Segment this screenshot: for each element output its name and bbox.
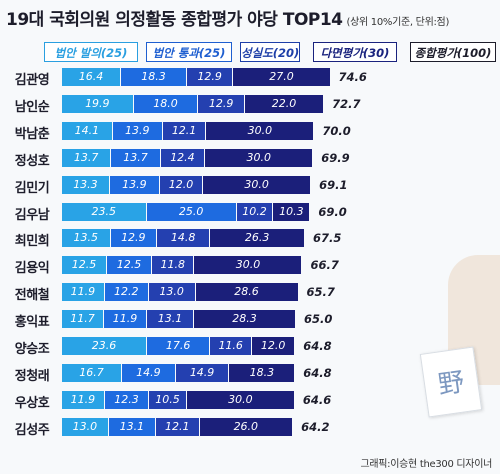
bar-segment: 13.9 xyxy=(109,175,159,194)
bar-segment: 30.0 xyxy=(203,175,311,194)
category-label: 정청래 xyxy=(14,368,50,384)
bar-segment: 13.1 xyxy=(146,310,194,329)
bar-segment: 30.0 xyxy=(206,121,314,140)
bar-segment: 11.8 xyxy=(152,256,194,275)
bar-segment: 13.7 xyxy=(62,148,111,167)
bar-segment: 17.6 xyxy=(146,337,210,355)
bar-segment: 12.0 xyxy=(159,175,203,194)
category-label: 남인순 xyxy=(14,99,50,115)
bar-segment: 12.5 xyxy=(107,256,151,275)
bar-segment: 11.9 xyxy=(62,390,104,409)
total-label: 69.0 xyxy=(318,204,347,219)
category-label: 김용익 xyxy=(14,261,50,277)
bar-segment: 22.0 xyxy=(244,94,324,113)
stacked-bar-chart: 김관영 16.4 18.3 12.9 27.0 74.6 남인순 19.9 18.0 12.9 22… xyxy=(0,66,500,446)
total-label: 66.7 xyxy=(310,258,339,273)
bar-segment: 18.3 xyxy=(229,363,295,382)
credit: 그래픽:이승현 the300 디자이너 xyxy=(360,459,492,470)
category-label: 우상호 xyxy=(14,395,50,411)
bar-segment: 13.3 xyxy=(62,175,109,194)
bar-segment: 10.3 xyxy=(273,202,310,221)
bar-segment: 26.0 xyxy=(199,417,293,436)
category-label: 김관영 xyxy=(14,73,50,88)
bar-segment: 13.9 xyxy=(112,121,162,140)
category-label: 김성주 xyxy=(14,422,50,438)
category-label: 전해철 xyxy=(14,288,50,304)
bar-segment: 10.2 xyxy=(236,202,273,221)
total-label: 74.6 xyxy=(338,70,367,84)
bar-segment: 13.5 xyxy=(62,229,110,248)
bar-segment: 12.1 xyxy=(155,417,199,436)
bar-segment: 16.4 xyxy=(62,68,121,86)
bar-segment: 12.9 xyxy=(110,229,157,248)
bar-segment: 12.3 xyxy=(104,390,149,409)
bar-segment: 25.0 xyxy=(146,202,236,221)
bar-segment: 11.7 xyxy=(62,310,104,329)
bar-segment: 18.3 xyxy=(121,68,186,86)
bar-segment: 23.6 xyxy=(62,337,146,355)
bar-segment: 19.9 xyxy=(62,94,133,113)
total-label: 64.2 xyxy=(301,419,330,434)
legend-item-2: 성실도(20) xyxy=(240,42,300,62)
bar-segment: 11.9 xyxy=(104,310,146,329)
legend: 법안 발의(25) 법안 통과(25) 성실도(20) 다면평가(30) 종합평가(10… xyxy=(0,42,500,64)
category-label: 정성호 xyxy=(14,153,50,169)
bar-segment: 11.9 xyxy=(62,283,104,302)
bar-segment: 12.4 xyxy=(160,148,205,167)
category-label: 양승조 xyxy=(14,342,50,357)
bar-segment: 27.0 xyxy=(233,68,330,86)
total-label: 72.7 xyxy=(332,96,361,111)
total-label: 69.9 xyxy=(321,150,350,165)
bar-segment: 13.0 xyxy=(148,283,195,302)
bar-segment: 13.7 xyxy=(111,148,160,167)
bar-segment: 14.8 xyxy=(157,229,210,248)
bar-segment: 18.0 xyxy=(133,94,198,113)
bar-segment: 16.7 xyxy=(62,363,122,382)
category-label: 김민기 xyxy=(14,180,50,196)
total-label: 67.5 xyxy=(313,231,342,246)
bar-segment: 12.1 xyxy=(162,121,206,140)
bar-segment: 26.3 xyxy=(210,229,304,248)
legend-item-1: 법안 통과(25) xyxy=(146,42,232,62)
bar-segment: 28.3 xyxy=(194,310,295,329)
legend-item-0: 법안 발의(25) xyxy=(44,42,138,62)
bar-segment: 28.6 xyxy=(195,283,298,302)
total-label: 65.7 xyxy=(306,285,335,300)
category-label: 박남춘 xyxy=(14,126,50,142)
bar-segment: 10.5 xyxy=(149,390,186,409)
bar-segment: 12.5 xyxy=(62,256,106,275)
bar-segment: 12.9 xyxy=(186,68,233,86)
bar-segment: 30.0 xyxy=(194,256,302,275)
bar-segment: 23.5 xyxy=(62,202,146,221)
total-label: 64.6 xyxy=(302,392,332,407)
unit-note: (상위 10%기준, 단위:점) xyxy=(346,17,450,28)
bar-segment: 14.1 xyxy=(62,121,112,140)
bar-segment: 14.9 xyxy=(122,363,175,382)
bar-segment: 13.0 xyxy=(62,417,108,436)
chart-title-text: 19대 국회의원 의정활동 종합평가 야당 TOP14 xyxy=(6,10,343,30)
legend-item-3: 다면평가(30) xyxy=(313,42,397,62)
legend-item-4: 종합평가(100) xyxy=(410,42,496,62)
category-label: 홍익표 xyxy=(14,315,50,331)
total-label: 64.8 xyxy=(303,339,332,353)
bar-segment: 12.2 xyxy=(104,283,148,302)
bar-segment: 30.0 xyxy=(186,390,294,409)
bar-segment: 12.9 xyxy=(198,94,244,113)
bar-segment: 11.6 xyxy=(210,337,252,355)
chart-title: 19대 국회의원 의정활동 종합평가 야당 TOP14 (상위 10%기준, 단위… xyxy=(6,5,449,30)
bar-segment: 12.0 xyxy=(252,337,295,355)
total-label: 69.1 xyxy=(319,177,348,192)
bar-segment: 30.0 xyxy=(205,148,313,167)
category-label: 최민희 xyxy=(14,234,50,250)
total-label: 65.0 xyxy=(304,312,333,327)
bar-segment: 13.1 xyxy=(108,417,155,436)
total-label: 70.0 xyxy=(322,123,351,138)
category-label: 김우남 xyxy=(14,207,50,223)
bar-segment: 14.9 xyxy=(175,363,229,382)
total-label: 64.8 xyxy=(303,365,332,380)
